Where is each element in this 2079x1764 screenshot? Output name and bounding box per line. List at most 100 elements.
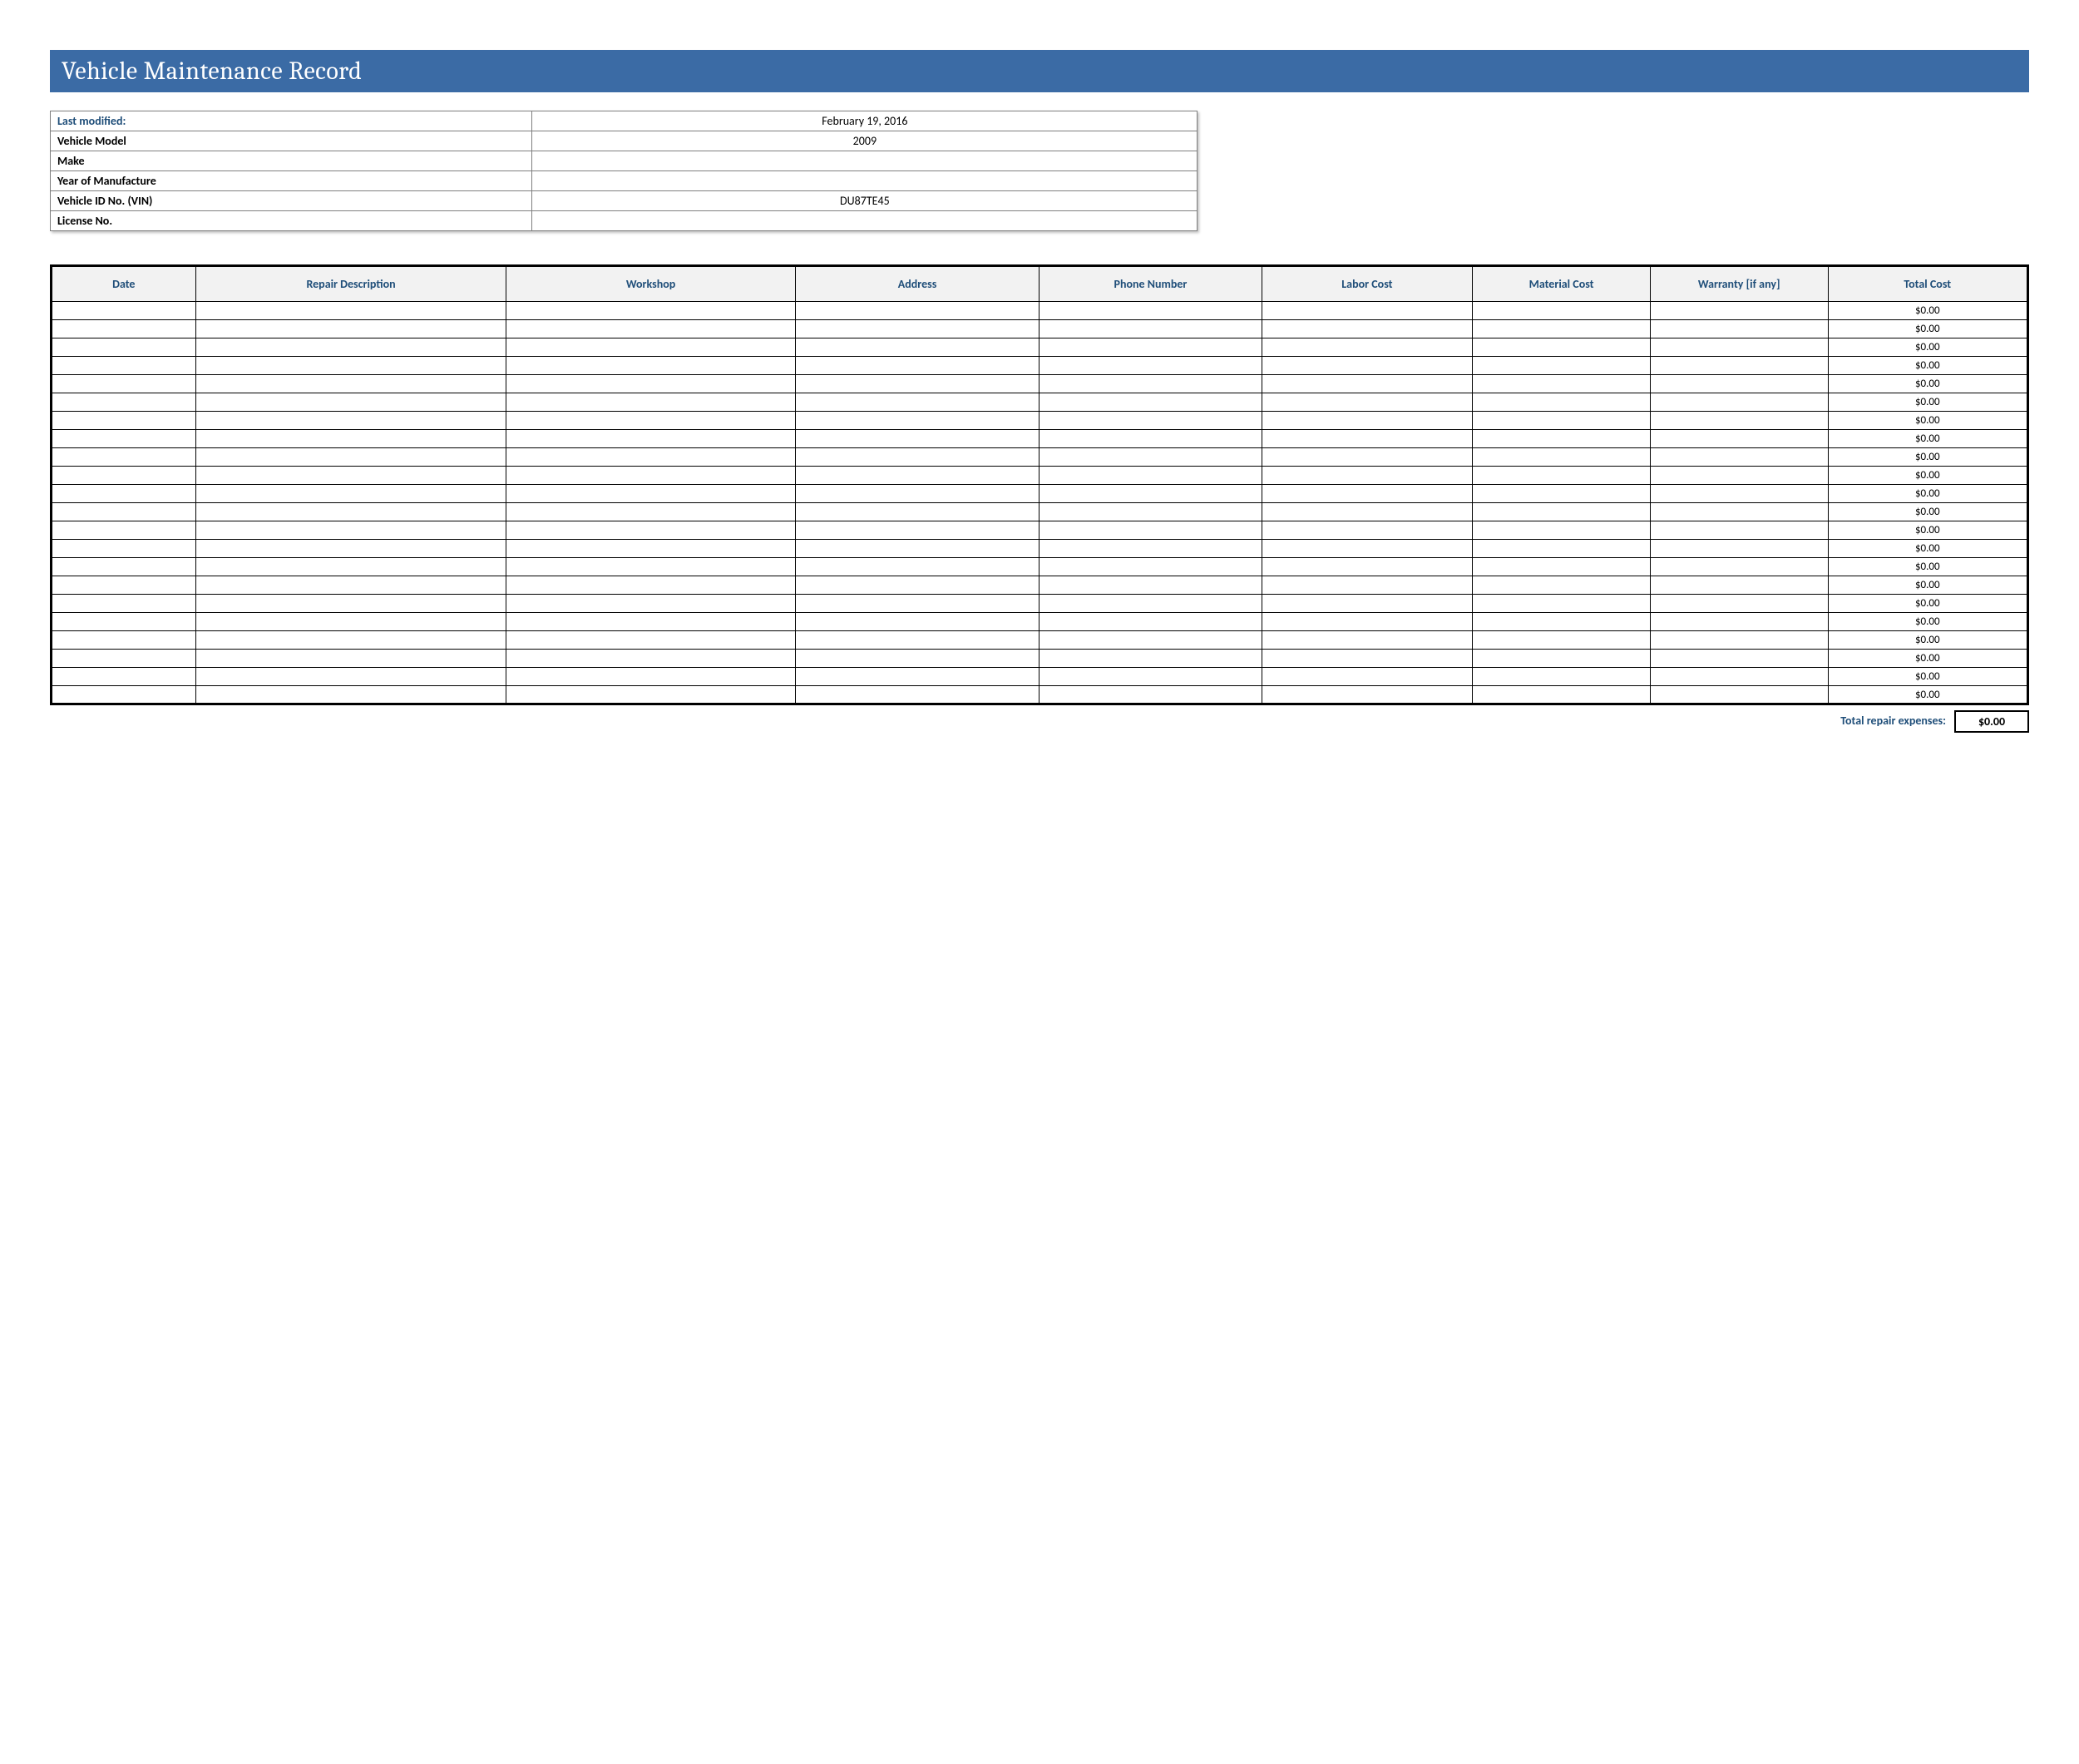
table-cell[interactable] <box>52 393 196 412</box>
table-cell[interactable] <box>506 668 795 686</box>
table-cell[interactable]: $0.00 <box>1828 485 2027 503</box>
table-cell[interactable] <box>1040 650 1262 668</box>
table-cell[interactable] <box>1262 430 1473 448</box>
table-cell[interactable] <box>795 393 1040 412</box>
table-cell[interactable] <box>52 558 196 576</box>
table-cell[interactable] <box>1262 448 1473 467</box>
table-cell[interactable] <box>1473 650 1651 668</box>
table-cell[interactable]: $0.00 <box>1828 595 2027 613</box>
table-cell[interactable] <box>506 521 795 540</box>
table-cell[interactable] <box>506 412 795 430</box>
table-cell[interactable] <box>1650 357 1828 375</box>
info-value[interactable]: 2009 <box>532 131 1198 151</box>
table-cell[interactable] <box>1650 540 1828 558</box>
table-cell[interactable]: $0.00 <box>1828 686 2027 704</box>
table-cell[interactable]: $0.00 <box>1828 558 2027 576</box>
table-cell[interactable] <box>1650 467 1828 485</box>
table-cell[interactable] <box>1262 631 1473 650</box>
table-cell[interactable] <box>506 448 795 467</box>
table-cell[interactable] <box>195 613 506 631</box>
info-value[interactable] <box>532 151 1198 171</box>
table-cell[interactable] <box>195 650 506 668</box>
table-cell[interactable] <box>506 503 795 521</box>
table-cell[interactable] <box>795 650 1040 668</box>
table-cell[interactable]: $0.00 <box>1828 613 2027 631</box>
table-cell[interactable] <box>1040 631 1262 650</box>
table-cell[interactable] <box>1650 430 1828 448</box>
table-cell[interactable] <box>795 412 1040 430</box>
table-cell[interactable] <box>1650 375 1828 393</box>
table-cell[interactable] <box>52 576 196 595</box>
table-cell[interactable] <box>1650 650 1828 668</box>
table-cell[interactable] <box>52 412 196 430</box>
table-cell[interactable] <box>1473 686 1651 704</box>
table-cell[interactable] <box>1473 320 1651 338</box>
table-cell[interactable] <box>1040 521 1262 540</box>
info-value[interactable]: DU87TE45 <box>532 191 1198 211</box>
table-cell[interactable] <box>195 467 506 485</box>
table-cell[interactable] <box>1473 668 1651 686</box>
table-cell[interactable] <box>1473 467 1651 485</box>
table-cell[interactable] <box>195 430 506 448</box>
table-cell[interactable] <box>1262 412 1473 430</box>
table-cell[interactable] <box>1473 503 1651 521</box>
table-cell[interactable] <box>1262 503 1473 521</box>
table-cell[interactable] <box>795 686 1040 704</box>
table-cell[interactable]: $0.00 <box>1828 503 2027 521</box>
table-cell[interactable] <box>1262 558 1473 576</box>
table-cell[interactable] <box>1040 320 1262 338</box>
table-cell[interactable] <box>1473 338 1651 357</box>
table-cell[interactable] <box>506 540 795 558</box>
table-cell[interactable]: $0.00 <box>1828 302 2027 320</box>
table-cell[interactable] <box>1650 686 1828 704</box>
table-cell[interactable] <box>52 686 196 704</box>
table-cell[interactable] <box>506 613 795 631</box>
table-cell[interactable] <box>1473 521 1651 540</box>
table-cell[interactable] <box>795 375 1040 393</box>
table-cell[interactable] <box>795 448 1040 467</box>
table-cell[interactable] <box>52 613 196 631</box>
table-cell[interactable] <box>1040 412 1262 430</box>
table-cell[interactable] <box>1040 485 1262 503</box>
table-cell[interactable] <box>52 430 196 448</box>
table-cell[interactable] <box>1650 595 1828 613</box>
table-cell[interactable] <box>1473 448 1651 467</box>
table-cell[interactable] <box>1262 521 1473 540</box>
table-cell[interactable] <box>1650 668 1828 686</box>
table-cell[interactable] <box>795 521 1040 540</box>
table-cell[interactable] <box>1040 613 1262 631</box>
table-cell[interactable] <box>1262 467 1473 485</box>
table-cell[interactable] <box>506 338 795 357</box>
table-cell[interactable] <box>506 576 795 595</box>
table-cell[interactable] <box>506 686 795 704</box>
table-cell[interactable] <box>1473 631 1651 650</box>
table-cell[interactable]: $0.00 <box>1828 576 2027 595</box>
table-cell[interactable] <box>195 320 506 338</box>
table-cell[interactable] <box>1040 540 1262 558</box>
table-cell[interactable] <box>195 595 506 613</box>
table-cell[interactable] <box>1040 393 1262 412</box>
table-cell[interactable] <box>1040 430 1262 448</box>
table-cell[interactable] <box>795 631 1040 650</box>
info-value[interactable]: February 19, 2016 <box>532 111 1198 131</box>
table-cell[interactable] <box>1040 467 1262 485</box>
table-cell[interactable] <box>1040 668 1262 686</box>
table-cell[interactable] <box>795 338 1040 357</box>
table-cell[interactable]: $0.00 <box>1828 393 2027 412</box>
table-cell[interactable] <box>52 320 196 338</box>
table-cell[interactable] <box>52 467 196 485</box>
table-cell[interactable] <box>506 485 795 503</box>
table-cell[interactable] <box>506 595 795 613</box>
table-cell[interactable] <box>506 320 795 338</box>
table-cell[interactable] <box>795 357 1040 375</box>
table-cell[interactable] <box>195 412 506 430</box>
table-cell[interactable] <box>795 540 1040 558</box>
table-cell[interactable] <box>1473 558 1651 576</box>
table-cell[interactable] <box>195 338 506 357</box>
table-cell[interactable] <box>52 540 196 558</box>
table-cell[interactable] <box>195 302 506 320</box>
table-cell[interactable]: $0.00 <box>1828 467 2027 485</box>
table-cell[interactable] <box>1040 302 1262 320</box>
table-cell[interactable] <box>1262 668 1473 686</box>
table-cell[interactable] <box>506 302 795 320</box>
